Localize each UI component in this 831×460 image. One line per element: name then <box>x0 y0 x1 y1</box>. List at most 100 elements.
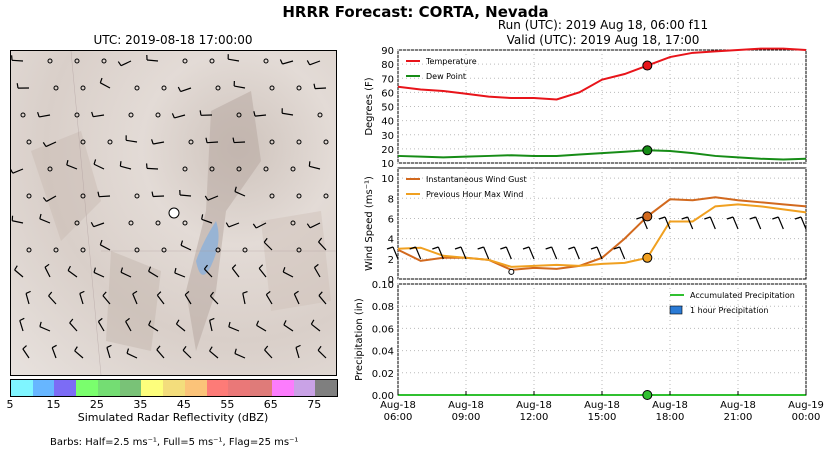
y-tick-label: 40 <box>381 117 394 128</box>
wind-barb <box>313 83 327 90</box>
x-tick-label: Aug-18 <box>448 400 484 411</box>
y-tick-label: 0.08 <box>372 302 394 313</box>
wind-barb <box>232 137 246 144</box>
wind-barb <box>39 213 51 224</box>
colorbar-swatch <box>250 380 272 396</box>
calm-barb <box>134 193 140 199</box>
wind-barb <box>500 246 512 260</box>
wind-barb <box>180 240 192 251</box>
legend-entry: Temperature <box>425 57 477 66</box>
terrain-map[interactable] <box>10 50 337 376</box>
calm-barb <box>290 166 296 172</box>
legend-entry: Previous Hour Max Wind <box>426 190 523 199</box>
wind-barb <box>97 191 111 198</box>
x-tick-label: Aug-18 <box>584 400 620 411</box>
wind-barb <box>19 317 25 332</box>
colorbar-tick-label: 55 <box>220 398 235 411</box>
wind-barb <box>39 321 51 332</box>
wind-barb <box>545 246 558 260</box>
y-axis-label: Degrees (F) <box>364 77 375 135</box>
wind-barb <box>203 264 213 278</box>
wind-barb <box>209 291 219 305</box>
calm-barb <box>182 166 188 172</box>
calm-barb <box>215 85 221 91</box>
calm-barb <box>107 139 113 145</box>
wind-barb <box>231 264 240 278</box>
wind-barb <box>726 216 739 230</box>
x-tick-label: 00:00 <box>792 412 821 423</box>
calm-barb <box>26 247 32 253</box>
wind-barb <box>386 246 399 260</box>
wind-barb <box>182 345 192 359</box>
wind-barb <box>704 216 716 230</box>
colorbar-swatch <box>271 380 294 396</box>
wind-barb <box>209 317 215 332</box>
wind-barb <box>253 111 267 117</box>
wind-barb <box>146 54 159 62</box>
colorbar-label: Simulated Radar Reflectivity (dBZ) <box>77 411 269 424</box>
lake <box>196 221 219 275</box>
legend-entry: Accumulated Precipitation <box>690 291 795 300</box>
calm-barb <box>134 247 140 253</box>
x-tick-label: 12:00 <box>520 412 549 423</box>
wind-barb <box>151 139 165 145</box>
wind-barb <box>199 110 213 116</box>
y-tick-label: 0.06 <box>372 324 394 335</box>
hills <box>31 131 101 241</box>
y-tick-label: 20 <box>381 145 394 156</box>
calm-barb <box>161 247 167 253</box>
wind-barb <box>120 267 132 278</box>
wind-barb <box>148 266 159 278</box>
wind-barb <box>132 290 138 305</box>
wind-barb <box>174 267 186 278</box>
calm-barb <box>290 220 296 226</box>
legend-entry: 1 hour Precipitation <box>690 306 769 315</box>
station-marker[interactable] <box>168 207 180 219</box>
calm-barb <box>296 247 302 253</box>
calm-barb <box>74 220 80 226</box>
wind-barb <box>11 168 24 174</box>
wind-barb <box>204 195 219 201</box>
wind-barb <box>749 216 762 230</box>
colorbar-swatch <box>76 380 98 396</box>
hills <box>261 211 331 311</box>
wind-barb <box>228 321 240 332</box>
wind-barb <box>295 344 301 359</box>
calm-barb <box>182 220 188 226</box>
calm-barb <box>215 247 221 253</box>
y-tick-label: 2 <box>388 255 394 266</box>
wind-barb <box>93 267 105 278</box>
wind-barb <box>318 237 327 251</box>
calm-barb <box>47 58 53 64</box>
barb-legend: Barbs: Half=2.5 ms⁻¹, Full=5 ms⁻¹, Flag=… <box>50 437 299 448</box>
wind-barb <box>279 59 294 65</box>
colorbar-swatch <box>141 380 164 396</box>
calm-barb <box>155 112 161 118</box>
legend-entry: Instantaneous Wind Gust <box>426 175 527 184</box>
wind-barb <box>477 246 490 260</box>
calm-barb <box>53 85 59 91</box>
run-line: Run (UTC): 2019 Aug 18, 06:00 f11 <box>497 18 709 32</box>
calm-barb <box>134 85 140 91</box>
colorbar-swatch <box>54 380 77 396</box>
wind-barb <box>242 290 248 305</box>
calm-barb <box>236 112 242 118</box>
wind-barb <box>25 290 31 305</box>
calm-barb <box>296 85 302 91</box>
wind-barb <box>308 161 321 170</box>
wind-barb <box>125 317 132 332</box>
colorbar-swatch <box>32 380 55 396</box>
calm-barb <box>74 112 80 118</box>
wind-barb <box>175 319 186 332</box>
calm-barb <box>323 139 329 145</box>
y-tick-label: 4 <box>388 235 394 246</box>
calm-barb <box>128 220 134 226</box>
calm-barb <box>296 193 302 199</box>
wind-barb <box>16 83 30 89</box>
colorbar-swatch <box>206 380 229 396</box>
wind-barb <box>568 246 580 260</box>
wind-barb <box>125 135 138 143</box>
wind-barb <box>67 265 78 278</box>
wind-barb <box>590 246 603 260</box>
